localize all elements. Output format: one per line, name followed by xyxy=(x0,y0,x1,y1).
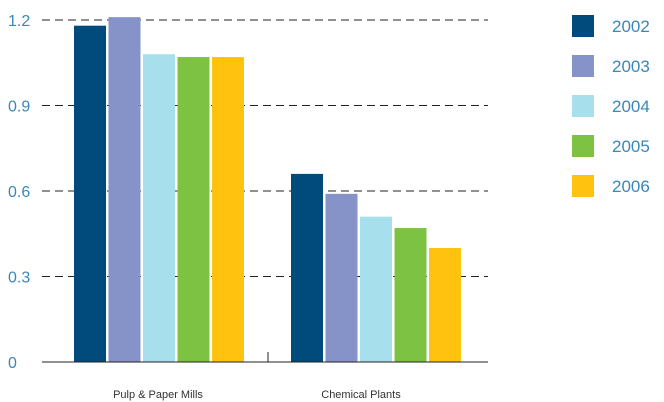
y-axis-ticks: 0 0.3 0.6 0.9 1.2 xyxy=(8,13,30,372)
y-tick-label: 0.3 xyxy=(8,270,30,287)
legend-label: 2003 xyxy=(612,57,650,76)
bar-2004-chemical-plants xyxy=(360,216,392,362)
y-tick-label: 1.2 xyxy=(8,13,30,30)
legend-swatch-2002 xyxy=(572,15,594,37)
bars xyxy=(74,17,461,363)
x-category-label: Pulp & Paper Mills xyxy=(113,389,203,401)
y-tick-label: 0 xyxy=(8,355,17,372)
legend-label: 2002 xyxy=(612,17,650,36)
x-category-label: Chemical Plants xyxy=(321,389,401,401)
y-tick-label: 0.6 xyxy=(8,184,30,201)
bar-2003-chemical-plants xyxy=(325,193,358,362)
legend-label: 2004 xyxy=(612,97,650,116)
legend-swatch-2005 xyxy=(572,135,594,157)
legend: 2002 2003 2004 2005 2006 xyxy=(572,15,650,197)
bar-2006-chemical-plants xyxy=(429,248,461,362)
bar-2005-chemical-plants xyxy=(394,228,427,362)
bar-2002-pulp-paper-mills xyxy=(74,25,106,362)
bar-2006-pulp-paper-mills xyxy=(212,57,244,363)
legend-swatch-2004 xyxy=(572,95,594,117)
bar-2002-chemical-plants xyxy=(291,173,323,362)
y-tick-label: 0.9 xyxy=(8,99,30,116)
bar-2003-pulp-paper-mills xyxy=(108,17,141,363)
x-axis-categories: Pulp & Paper Mills Chemical Plants xyxy=(113,389,401,401)
legend-swatch-2006 xyxy=(572,175,594,197)
bar-2004-pulp-paper-mills xyxy=(143,54,175,362)
bar-2005-pulp-paper-mills xyxy=(177,57,210,363)
x-axis xyxy=(42,352,488,363)
legend-label: 2006 xyxy=(612,177,650,196)
legend-label: 2005 xyxy=(612,137,650,156)
legend-swatch-2003 xyxy=(572,55,594,77)
